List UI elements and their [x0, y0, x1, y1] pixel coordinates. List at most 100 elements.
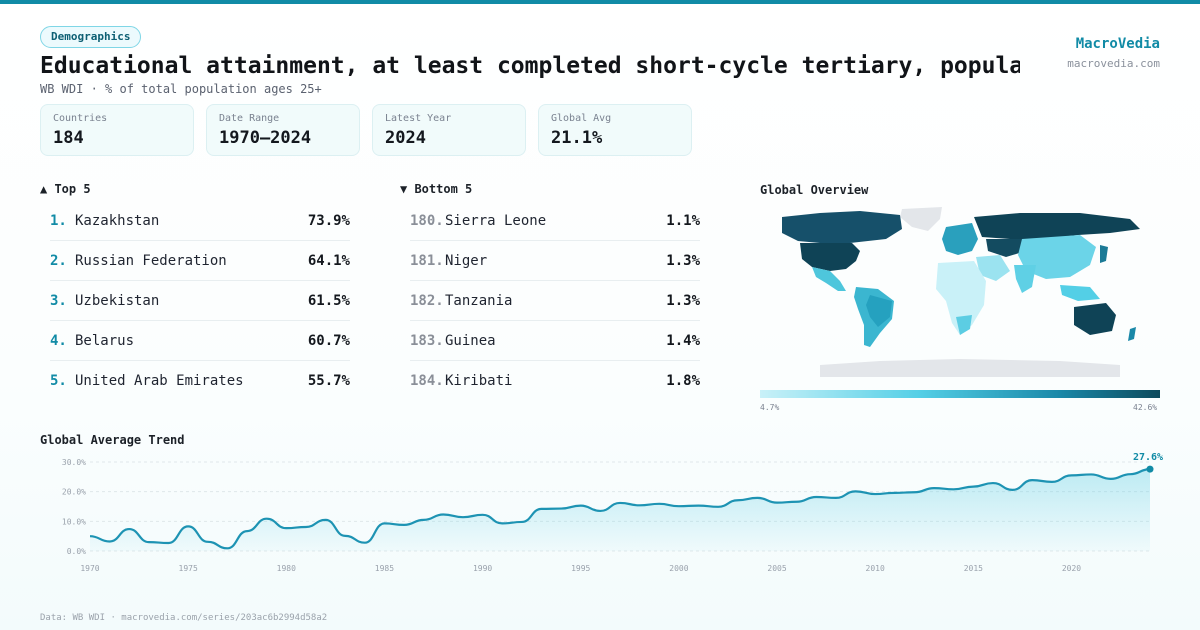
map-region-middle-east[interactable] [976, 255, 1010, 281]
country-value: 1.4% [666, 332, 700, 349]
footer-source: Data: WB WDI · macrovedia.com/series/203… [40, 613, 328, 623]
brand-url[interactable]: macrovedia.com [1067, 57, 1160, 70]
rank-number: 184. [410, 373, 444, 389]
list-item[interactable]: 3. Uzbekistan 61.5% [50, 281, 350, 321]
map-region-canada[interactable] [782, 211, 902, 243]
map-region-new-zealand[interactable] [1128, 327, 1136, 341]
list-item[interactable]: 183. Guinea 1.4% [410, 321, 700, 361]
brand-name[interactable]: MacroVedia [1075, 36, 1160, 52]
rank-number: 1. [50, 212, 67, 229]
page-subtitle: WB WDI · % of total population ages 25+ [40, 82, 322, 96]
x-tick-label: 1995 [571, 564, 590, 573]
country-name: Sierra Leone [445, 212, 547, 229]
map-region-southern-africa[interactable] [956, 315, 972, 335]
stat-value: 184 [53, 128, 84, 148]
map-region-brazil[interactable] [866, 295, 892, 327]
stat-card-countries: Countries 184 [40, 104, 194, 156]
x-tick-label: 1980 [277, 564, 296, 573]
brand: MacroVedia macrovedia.com [1067, 35, 1160, 70]
map-region-central-asia[interactable] [986, 239, 1026, 257]
stat-label: Date Range [219, 113, 280, 124]
y-tick-label: 20.0% [62, 488, 86, 497]
x-tick-label: 1975 [179, 564, 198, 573]
list-item[interactable]: 182. Tanzania 1.3% [410, 281, 700, 321]
stat-label: Global Avg [551, 113, 612, 124]
list-item[interactable]: 5. United Arab Emirates 55.7% [50, 361, 350, 401]
list-item[interactable]: 180. Sierra Leone 1.1% [410, 201, 700, 241]
map-region-russia[interactable] [974, 213, 1140, 239]
country-name: Russian Federation [75, 252, 227, 269]
category-badge[interactable]: Demographics [40, 26, 142, 48]
list-item[interactable]: 184. Kiribati 1.8% [410, 361, 700, 401]
map-title: Global Overview [760, 183, 869, 197]
legend-max-label: 42.6% [1133, 403, 1158, 412]
list-item[interactable]: 1. Kazakhstan 73.9% [50, 201, 350, 241]
country-value: 60.7% [307, 332, 350, 349]
rank-number: 181. [410, 252, 444, 269]
y-tick-label: 0.0% [67, 547, 86, 556]
trend-title: Global Average Trend [40, 433, 185, 447]
legend-min-label: 4.7% [760, 403, 780, 412]
map-region-india[interactable] [1014, 265, 1036, 293]
country-value: 55.7% [307, 373, 350, 389]
country-value: 1.8% [666, 373, 700, 389]
map-legend-gradient [760, 390, 1160, 398]
trend-area [90, 469, 1150, 551]
country-value: 1.1% [666, 212, 700, 229]
page-title: Educational attainment, at least complet… [40, 53, 1020, 79]
country-value: 1.3% [666, 292, 700, 309]
map-region-australia[interactable] [1074, 303, 1116, 335]
country-name: Niger [445, 252, 488, 269]
rank-number: 2. [50, 252, 67, 269]
y-tick-label: 10.0% [62, 517, 86, 526]
trend-line [89, 468, 1151, 550]
top5-heading: ▲ Top 5 [40, 182, 91, 196]
country-value: 73.9% [307, 212, 350, 229]
list-item[interactable]: 2. Russian Federation 64.1% [50, 241, 350, 281]
rank-number: 182. [410, 292, 444, 309]
x-tick-label: 1990 [473, 564, 492, 573]
top5-list: 1. Kazakhstan 73.9% 2. Russian Federatio… [50, 201, 350, 401]
map-region-africa[interactable] [936, 261, 986, 335]
x-tick-label: 1985 [375, 564, 394, 573]
country-name: Belarus [75, 332, 135, 349]
stat-value: 21.1% [551, 128, 603, 148]
rank-number: 180. [410, 212, 444, 229]
map-region-antarctica[interactable] [820, 359, 1120, 377]
stat-label: Latest Year [385, 113, 452, 124]
country-value: 64.1% [307, 252, 350, 269]
stat-cards: Countries 184 Date Range 1970–2024 Lates… [40, 104, 692, 156]
country-name: United Arab Emirates [75, 373, 244, 389]
stat-card-date-range: Date Range 1970–2024 [206, 104, 360, 156]
x-tick-label: 2010 [866, 564, 885, 573]
stat-value: 1970–2024 [219, 128, 312, 148]
rank-number: 3. [50, 292, 67, 309]
x-tick-label: 1970 [80, 564, 99, 573]
country-value: 61.5% [307, 292, 350, 309]
bottom5-heading: ▼ Bottom 5 [400, 182, 473, 196]
trend-end-point [1146, 465, 1154, 473]
trend-chart[interactable]: 0.0% 10.0% 20.0% 30.0% 1970 1975 1980 1985 1990 1… [40, 450, 1170, 580]
rank-number: 183. [410, 332, 444, 349]
map-region-southeast-asia[interactable] [1060, 285, 1100, 301]
map-region-greenland[interactable] [900, 207, 942, 231]
stat-card-latest-year: Latest Year 2024 [372, 104, 526, 156]
map-region-mexico[interactable] [812, 267, 846, 291]
country-name: Kiribati [445, 373, 513, 389]
stat-card-global-avg: Global Avg 21.1% [538, 104, 692, 156]
list-item[interactable]: 4. Belarus 60.7% [50, 321, 350, 361]
country-name: Uzbekistan [75, 292, 160, 309]
x-tick-label: 2015 [964, 564, 983, 573]
map-region-japan[interactable] [1100, 245, 1108, 263]
top-accent-bar [0, 0, 1200, 4]
rank-number: 5. [50, 373, 67, 389]
map-region-europe[interactable] [942, 223, 978, 255]
map-region-asia[interactable] [1018, 235, 1096, 279]
x-tick-label: 2005 [767, 564, 786, 573]
trend-end-label: 27.6% [1133, 452, 1163, 463]
world-choropleth-map[interactable] [760, 205, 1160, 383]
map-region-usa[interactable] [800, 243, 860, 271]
list-item[interactable]: 181. Niger 1.3% [410, 241, 700, 281]
country-value: 1.3% [666, 252, 700, 269]
rank-number: 4. [50, 332, 67, 349]
